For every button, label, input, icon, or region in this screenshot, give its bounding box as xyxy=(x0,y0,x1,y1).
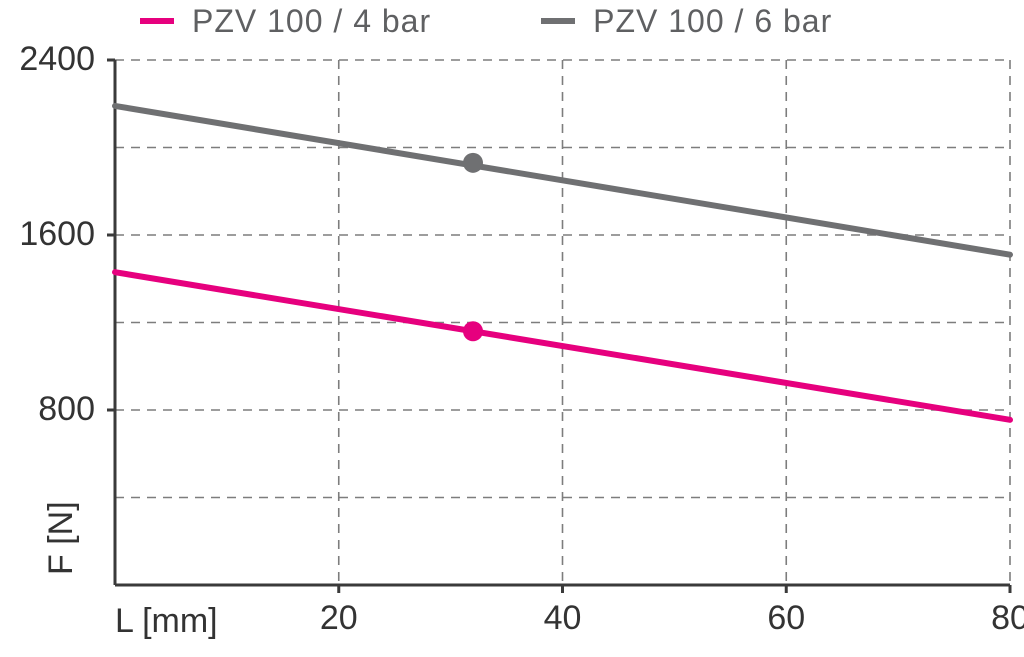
series-marker-0 xyxy=(463,321,483,341)
legend-swatch-6bar xyxy=(541,18,575,24)
plot-area xyxy=(115,60,1010,585)
legend-item-6bar: PZV 100 / 6 bar xyxy=(541,3,832,40)
x-tick-label: 20 xyxy=(320,599,358,638)
series-marker-1 xyxy=(463,153,483,173)
force-vs-length-chart: PZV 100 / 4 bar PZV 100 / 6 bar 800 1600 2… xyxy=(0,0,1024,657)
x-tick-label: 40 xyxy=(544,599,582,638)
legend-item-4bar: PZV 100 / 4 bar xyxy=(140,3,431,40)
legend-label-6bar: PZV 100 / 6 bar xyxy=(593,3,832,40)
y-tick-label: 800 xyxy=(0,390,95,429)
x-tick-label: 80 xyxy=(991,599,1024,638)
y-tick-label: 2400 xyxy=(0,40,95,79)
x-axis-label: L [mm] xyxy=(115,602,218,641)
legend-label-4bar: PZV 100 / 4 bar xyxy=(192,3,431,40)
y-axis-label: F [N] xyxy=(42,501,81,575)
legend-swatch-4bar xyxy=(140,18,174,24)
legend: PZV 100 / 4 bar PZV 100 / 6 bar xyxy=(140,0,984,42)
y-tick-label: 1600 xyxy=(0,215,95,254)
x-tick-label: 60 xyxy=(767,599,805,638)
